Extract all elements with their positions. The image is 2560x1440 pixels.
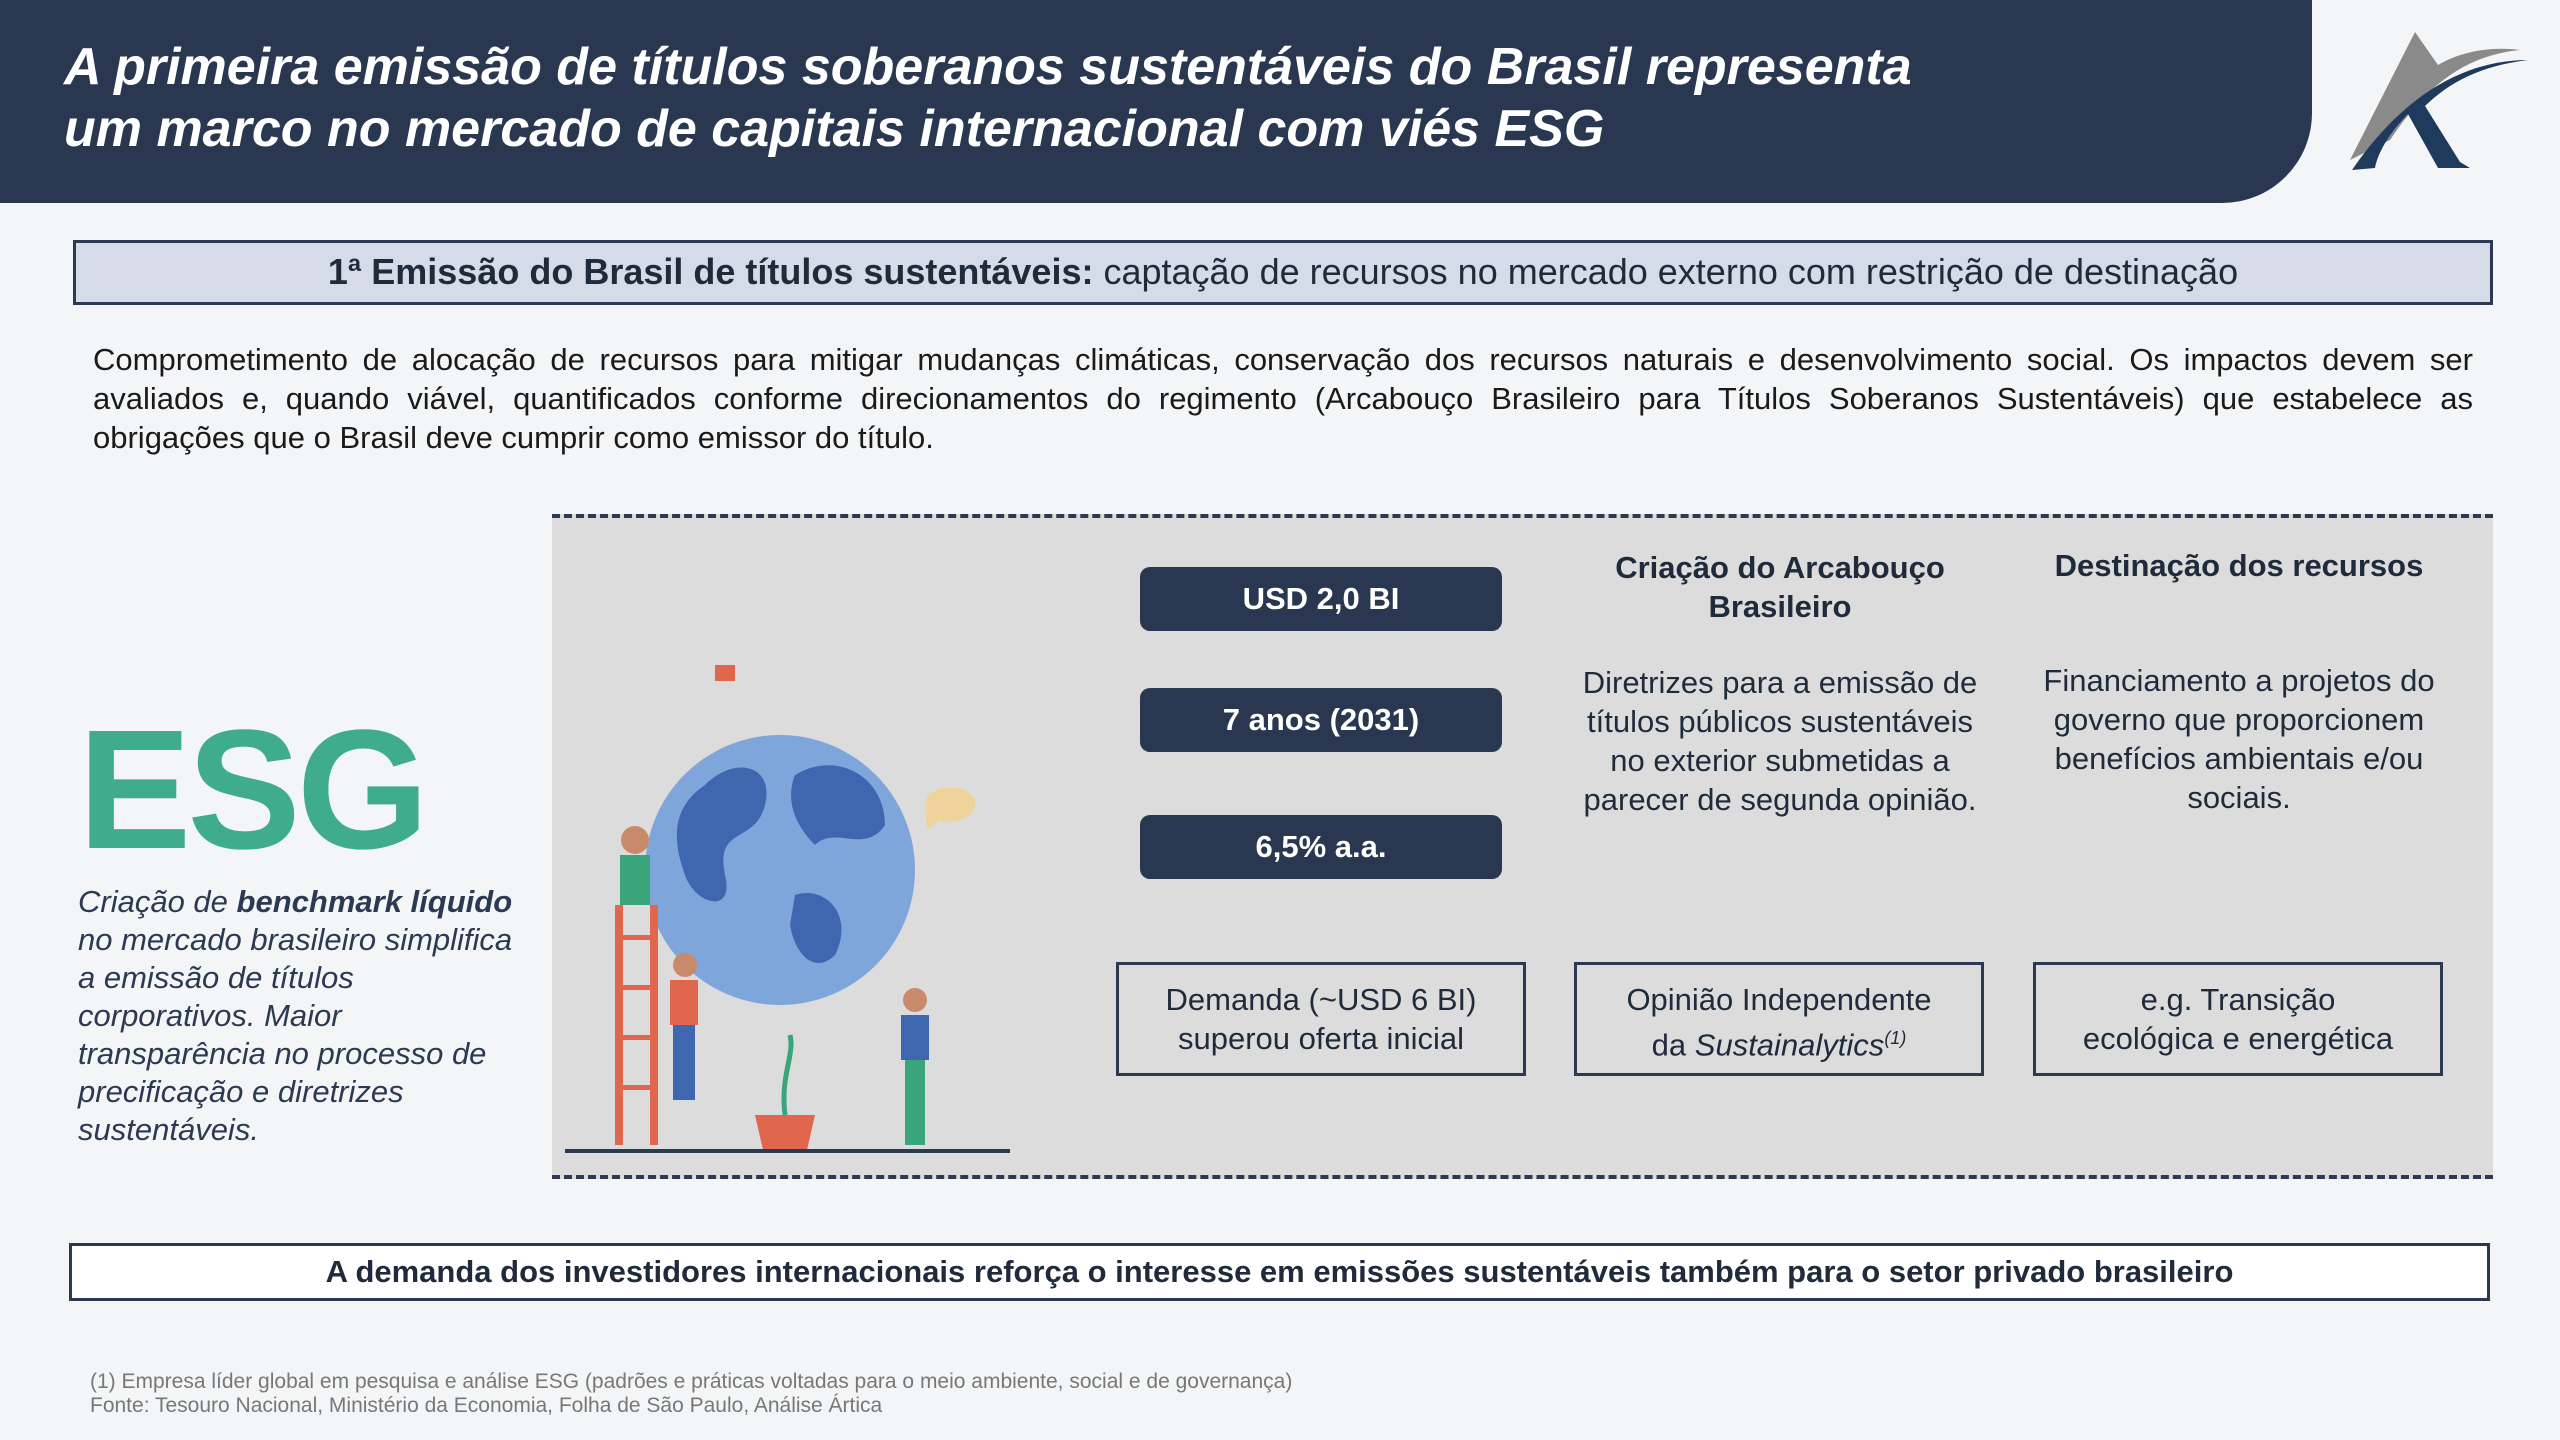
column-desc-arcabouco: Diretrizes para a emissão de títulos púb… (1582, 665, 1978, 817)
opinion-box: Opinião Independente da Sustainalytics(1) (1574, 962, 1984, 1076)
section-banner: 1ª Emissão do Brasil de títulos sustentá… (73, 240, 2493, 305)
column-title-destinacao: Destinação dos recursos (2054, 548, 2424, 583)
term-pill: 7 anos (2031) (1140, 688, 1502, 752)
transition-box: e.g. Transição ecológica e energética (2033, 962, 2443, 1076)
rate-pill: 6,5% a.a. (1140, 815, 1502, 879)
amount-pill: USD 2,0 BI (1140, 567, 1502, 631)
header-bar: A primeira emissão de títulos soberanos … (0, 0, 2312, 203)
footnotes: (1) Empresa líder global em pesquisa e a… (90, 1370, 1293, 1417)
conclusion-banner: A demanda dos investidores internacionai… (69, 1243, 2490, 1301)
page-title: A primeira emissão de títulos soberanos … (64, 38, 1912, 158)
column-desc-destinacao: Financiamento a projetos do governo que … (2043, 663, 2435, 815)
intro-paragraph: Comprometimento de alocação de recursos … (93, 342, 2473, 455)
globe-illustration (565, 665, 1010, 1153)
esg-heading: ESG (78, 695, 429, 885)
artica-logo (2350, 32, 2528, 170)
esg-description: Criação de benchmark líquido no mercado … (78, 884, 513, 1147)
column-title-arcabouco: Criação do Arcabouço Brasileiro (1615, 550, 1945, 624)
demand-box: Demanda (~USD 6 BI) superou oferta inicia… (1116, 962, 1526, 1076)
